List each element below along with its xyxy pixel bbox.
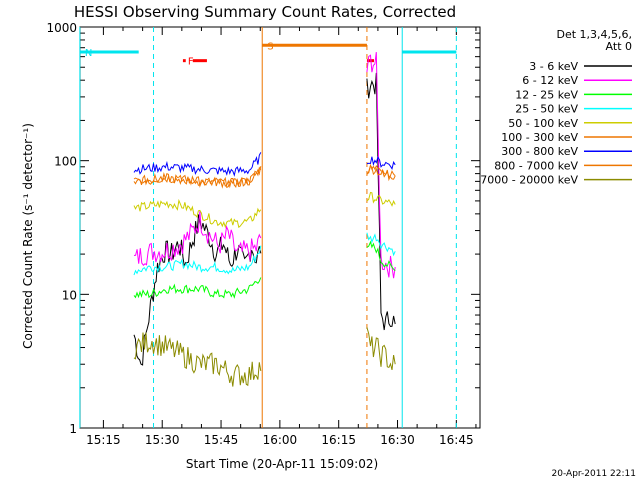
- legend-label: 100 - 300 keV: [501, 131, 578, 144]
- series-line: [366, 72, 396, 331]
- footer-timestamp: 20-Apr-2011 22:11: [552, 469, 636, 479]
- y-tick-label: 1: [69, 422, 77, 436]
- series-line: [366, 240, 396, 272]
- chart-title: HESSI Observing Summary Count Rates, Cor…: [74, 3, 456, 21]
- series-line: [366, 232, 396, 257]
- legend-label: 12 - 25 keV: [515, 88, 578, 101]
- x-tick-label: 16:45: [439, 433, 474, 447]
- series-line: [366, 155, 396, 170]
- x-tick-label: 16:00: [263, 433, 298, 447]
- x-tick-label: 15:15: [86, 433, 121, 447]
- y-tick-label: 100: [54, 155, 77, 169]
- x-tick-label: 16:30: [380, 433, 415, 447]
- legend-label: 6 - 12 keV: [522, 74, 578, 87]
- series-line: [133, 166, 262, 189]
- series-line: [133, 277, 262, 299]
- legend-label: 50 - 100 keV: [508, 117, 578, 130]
- legend-label: 25 - 50 keV: [515, 103, 578, 116]
- legend-label: 7000 - 20000 keV: [480, 174, 578, 187]
- plot-area: 15:15 15:30 15:45 16:00 16:15 16:30 16:45 1 10 10…: [46, 21, 481, 447]
- series-line: [366, 327, 396, 371]
- x-tick-label: 15:30: [145, 433, 180, 447]
- y-axis-label: Corrected Count Rate (s⁻¹ detector⁻¹): [21, 123, 35, 349]
- series-line: [366, 191, 396, 207]
- y-tick-label: 1000: [46, 21, 77, 35]
- x-tick-label: 16:15: [321, 433, 356, 447]
- legend-label: 300 - 800 keV: [501, 145, 578, 158]
- series-line: [366, 52, 396, 279]
- series-line: [133, 152, 262, 177]
- x-tick-label: 15:45: [204, 433, 239, 447]
- legend-label: 3 - 6 keV: [529, 60, 578, 73]
- series-line: [133, 332, 262, 387]
- y-tick-label: 10: [62, 288, 77, 302]
- flag-label: N: [85, 48, 92, 59]
- plot-frame: [79, 26, 481, 429]
- series-line: [366, 164, 396, 180]
- legend-label: 800 - 7000 keV: [494, 159, 578, 172]
- legend-header-line1: Det 1,3,4,5,6,: [556, 28, 632, 41]
- series-line: [133, 166, 262, 189]
- legend-header-line2: Att 0: [606, 40, 632, 53]
- flag-label: F: [188, 57, 194, 68]
- flag-label: S: [267, 41, 273, 52]
- series-line: [133, 198, 262, 229]
- series-line: [133, 210, 262, 266]
- series-line: [133, 245, 262, 276]
- series-line: [366, 163, 396, 182]
- x-axis-label: Start Time (20-Apr-11 15:09:02): [186, 457, 378, 471]
